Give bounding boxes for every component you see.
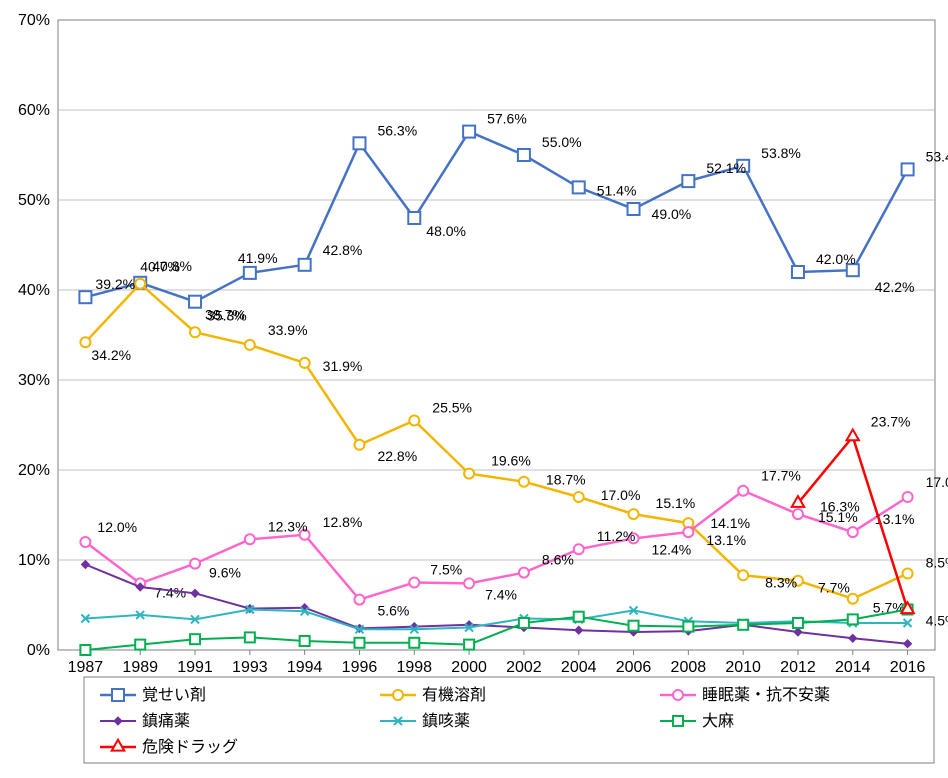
y-tick-label: 10% xyxy=(18,552,50,569)
y-tick-label: 50% xyxy=(18,192,50,209)
data-label: 7.4% xyxy=(485,586,517,602)
data-label: 25.5% xyxy=(432,400,472,416)
data-label: 8.6% xyxy=(542,552,574,568)
data-label: 8.5% xyxy=(926,555,948,571)
data-label: 51.4% xyxy=(597,182,637,198)
legend-label: 鎮痛薬 xyxy=(142,712,190,730)
data-label: 35.3% xyxy=(207,307,247,323)
x-tick-label: 2006 xyxy=(616,659,652,676)
data-label: 22.8% xyxy=(377,448,417,464)
data-label: 40.7% xyxy=(140,259,180,275)
data-label: 17.0% xyxy=(601,487,641,503)
x-tick-label: 2002 xyxy=(506,659,542,676)
y-tick-label: 70% xyxy=(18,12,50,29)
data-label: 7.7% xyxy=(818,580,850,596)
data-label: 16.3% xyxy=(820,498,860,514)
legend-label: 鎮咳薬 xyxy=(422,712,470,730)
data-label: 9.6% xyxy=(209,565,241,581)
chart-svg: 0% 10% 20% 30% 40% 50% 60% 70% 1987 1989 1991 1993 1… xyxy=(0,0,948,778)
data-label: 52.1% xyxy=(706,160,746,176)
data-label: 8.3% xyxy=(765,574,797,590)
data-label: 19.6% xyxy=(491,453,531,469)
line-chart: 0% 10% 20% 30% 40% 50% 60% 70% 1987 1989 1991 1993 1… xyxy=(0,0,948,778)
data-label: 12.4% xyxy=(652,541,692,557)
y-tick-label: 30% xyxy=(18,372,50,389)
x-tick-label: 1987 xyxy=(68,659,104,676)
legend-label: 睡眠薬・抗不安薬 xyxy=(702,686,830,704)
data-label: 5.6% xyxy=(377,603,409,619)
data-label: 42.2% xyxy=(875,279,915,295)
y-tick-label: 0% xyxy=(27,642,50,659)
data-label: 31.9% xyxy=(323,358,363,374)
data-label: 41.9% xyxy=(238,250,278,266)
data-label: 42.8% xyxy=(323,242,363,258)
data-label: 34.2% xyxy=(91,347,131,363)
data-label: 4.5% xyxy=(926,613,948,629)
y-tick-label: 20% xyxy=(18,462,50,479)
data-label: 48.0% xyxy=(426,223,466,239)
x-tick-label: 2012 xyxy=(780,659,816,676)
data-label: 18.7% xyxy=(546,472,586,488)
data-label: 49.0% xyxy=(652,206,692,222)
legend-label: 覚せい剤 xyxy=(142,686,206,704)
data-label: 55.0% xyxy=(542,134,582,150)
legend: 覚せい剤 有機溶剤 睡眠薬・抗不安薬鎮痛薬 鎮咳薬 大麻危険ドラッグ xyxy=(84,677,934,763)
data-label: 39.2% xyxy=(95,276,135,292)
x-tick-label: 2004 xyxy=(561,659,597,676)
data-label: 56.3% xyxy=(377,122,417,138)
x-tick-label: 1989 xyxy=(122,659,158,676)
data-label: 23.7% xyxy=(871,414,911,430)
legend-label: 大麻 xyxy=(702,712,734,730)
x-tick-label: 2000 xyxy=(451,659,487,676)
data-label: 11.2% xyxy=(597,528,636,544)
x-tick-label: 1998 xyxy=(396,659,432,676)
x-tick-label: 1996 xyxy=(342,659,378,676)
x-tick-label: 2010 xyxy=(725,659,761,676)
y-tick-label: 40% xyxy=(18,282,50,299)
data-label: 15.1% xyxy=(656,495,696,511)
data-label: 17.0% xyxy=(926,474,948,490)
legend-label: 有機溶剤 xyxy=(422,686,486,704)
data-label: 17.7% xyxy=(761,468,801,484)
data-label: 53.4% xyxy=(926,148,948,164)
data-label: 12.0% xyxy=(97,519,137,535)
x-tick-label: 1993 xyxy=(232,659,268,676)
data-label: 13.1% xyxy=(706,532,746,548)
data-label: 33.9% xyxy=(268,322,308,338)
x-tick-label: 2008 xyxy=(671,659,707,676)
data-label: 42.0% xyxy=(816,251,856,267)
x-tick-label: 2016 xyxy=(890,659,926,676)
x-tick-label: 1991 xyxy=(177,659,213,676)
y-tick-label: 60% xyxy=(18,102,50,119)
data-label: 53.8% xyxy=(761,145,801,161)
data-label: 7.5% xyxy=(430,562,462,578)
legend-label: 危険ドラッグ xyxy=(142,738,238,756)
x-tick-label: 2014 xyxy=(835,659,871,676)
x-tick-label: 1994 xyxy=(287,659,323,676)
data-label: 57.6% xyxy=(487,111,527,127)
data-label: 14.1% xyxy=(710,515,750,531)
data-label: 12.3% xyxy=(268,518,308,534)
data-label: 12.8% xyxy=(323,514,363,530)
